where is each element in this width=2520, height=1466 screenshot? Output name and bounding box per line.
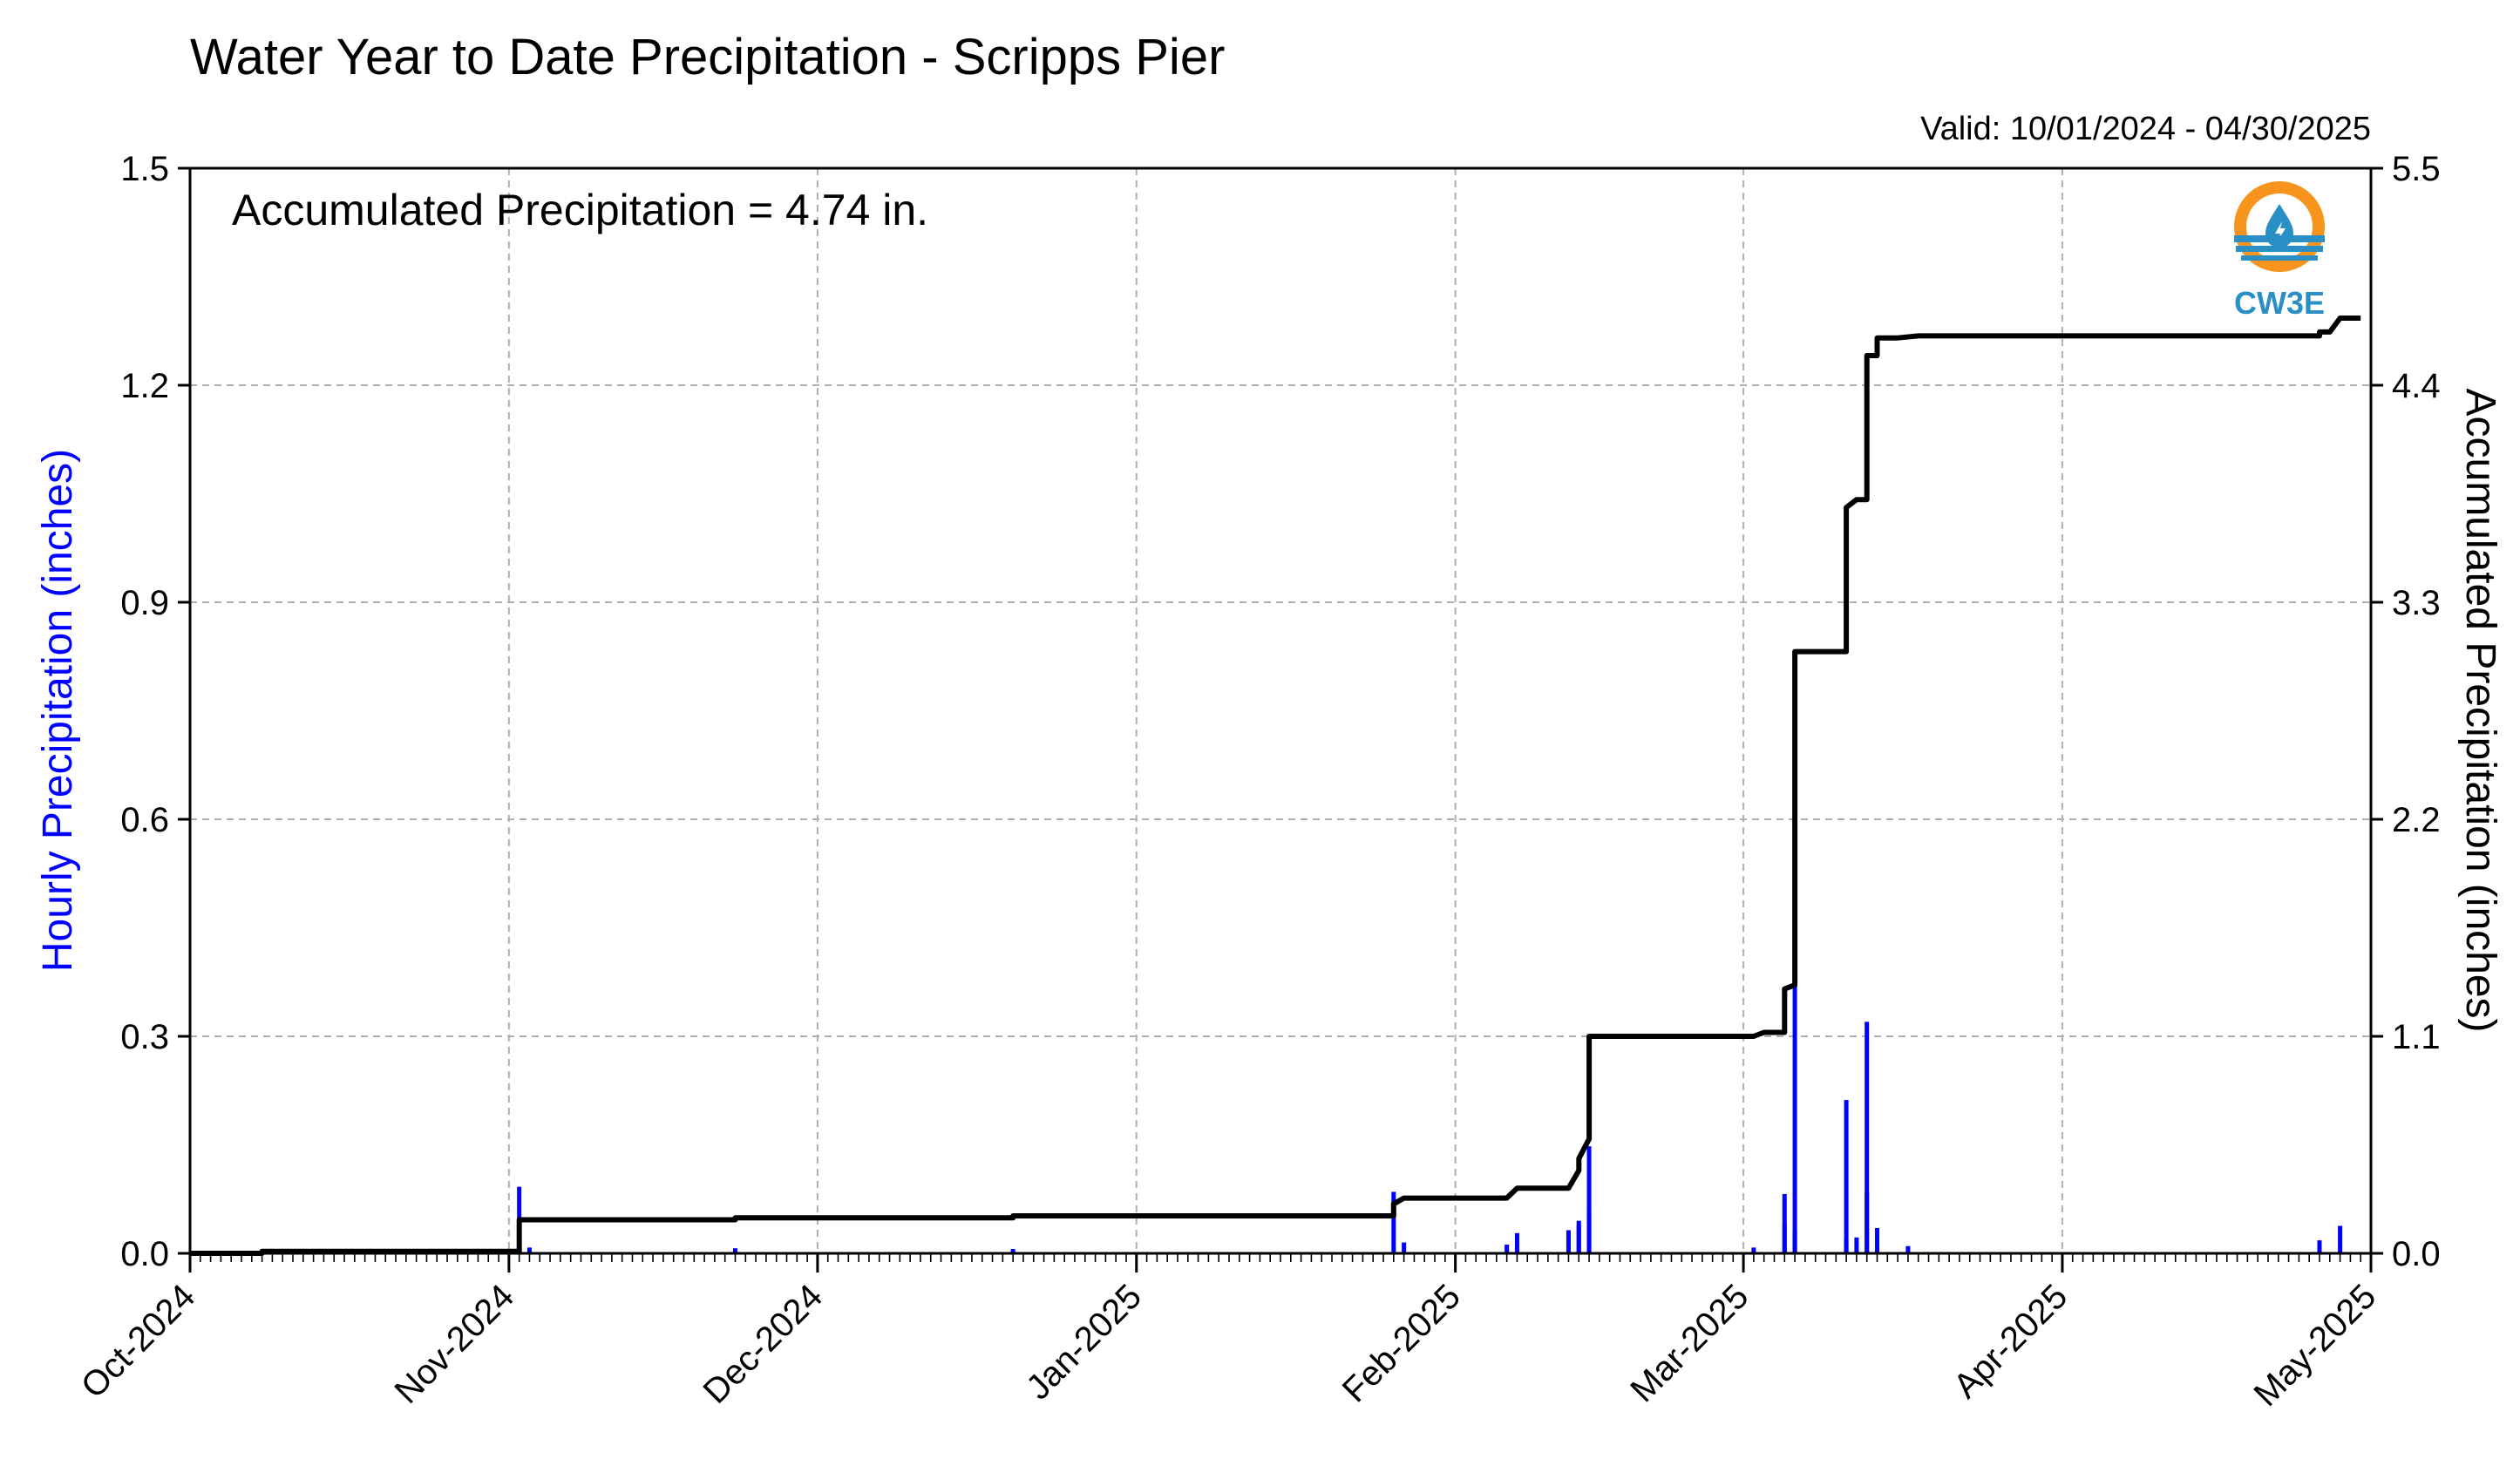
- cw3e-logo: CW3E: [2234, 181, 2325, 321]
- hourly-bar: [1844, 1239, 1849, 1253]
- x-tick-label: Apr-2025: [1946, 1277, 2075, 1405]
- right-y-tick-label: 1.1: [2392, 1018, 2441, 1056]
- logo-wave-2: [2236, 246, 2323, 252]
- hourly-bar: [1905, 1245, 1911, 1253]
- x-tick-label: Mar-2025: [1623, 1277, 1756, 1409]
- valid-range: Valid: 10/01/2024 - 04/30/2025: [1920, 111, 2371, 147]
- x-tick-label: Nov-2024: [387, 1277, 521, 1411]
- accumulated-line: [190, 316, 2361, 1256]
- hourly-bar: [1010, 1249, 1015, 1253]
- hourly-bar: [1792, 1232, 1797, 1253]
- logo-wave-3: [2241, 255, 2318, 261]
- hourly-bar: [1844, 1100, 1849, 1253]
- right-y-tick-label: 3.3: [2392, 584, 2441, 622]
- logo-bolt-icon: [2275, 221, 2286, 242]
- hourly-bar: [1402, 1242, 1407, 1253]
- left-y-tick-label: 1.5: [120, 150, 169, 188]
- accumulated-precip-line: [190, 316, 2361, 1256]
- hourly-bar: [1782, 1224, 1787, 1253]
- grid-lines: [190, 168, 2371, 1253]
- hourly-bar: [1865, 1191, 1870, 1253]
- chart-title: Water Year to Date Precipitation - Scrip…: [190, 29, 1225, 85]
- hourly-bar: [2338, 1225, 2343, 1253]
- right-y-tick-label: 2.2: [2392, 801, 2441, 839]
- hourly-bar: [1875, 1227, 1880, 1253]
- hourly-bar: [2317, 1240, 2322, 1253]
- x-axis: Oct-2024 Nov-2024 Dec-2024 Jan-2025 Feb-2025…: [74, 1253, 2383, 1414]
- logo-wave-1: [2234, 235, 2325, 242]
- hourly-bar: [1782, 1193, 1787, 1253]
- left-axis-label: Hourly Precipitation (inches): [35, 449, 81, 972]
- right-y-tick-label: 5.5: [2392, 150, 2441, 188]
- left-y-tick-label: 0.9: [120, 584, 169, 622]
- x-tick-label: Oct-2024: [74, 1277, 202, 1405]
- x-tick-label: Dec-2024: [696, 1277, 831, 1411]
- hourly-bar: [1586, 1146, 1592, 1253]
- right-y-tick-label: 0.0: [2392, 1235, 2441, 1273]
- hourly-bar: [1792, 984, 1797, 1253]
- right-y-tick-label: 4.4: [2392, 367, 2441, 405]
- x-tick-label: May-2025: [2246, 1277, 2383, 1414]
- left-y-tick-label: 0.0: [120, 1235, 169, 1273]
- hourly-bar: [526, 1247, 532, 1253]
- x-tick-label: Jan-2025: [1019, 1277, 1149, 1407]
- right-axis-label: Accumulated Precipitation (inches): [2457, 388, 2503, 1032]
- right-y-axis: 0.0 1.1 2.2 3.3 4.4 5.5: [2371, 150, 2441, 1273]
- hourly-bar: [1505, 1245, 1510, 1253]
- hourly-bar: [1576, 1220, 1581, 1253]
- hourly-bar: [733, 1248, 737, 1253]
- hourly-bar: [1514, 1232, 1519, 1253]
- plot-area-frame: [188, 166, 2373, 1255]
- hourly-bar: [1586, 1210, 1592, 1253]
- hourly-precip-bars: [260, 984, 2343, 1253]
- left-y-tick-label: 1.2: [120, 367, 169, 405]
- hourly-bar: [1751, 1247, 1756, 1253]
- logo-text: CW3E: [2234, 285, 2325, 321]
- accumulated-annotation: Accumulated Precipitation = 4.74 in.: [232, 186, 928, 234]
- hourly-bar: [1865, 1021, 1870, 1253]
- hourly-bar: [1391, 1191, 1396, 1253]
- x-tick-label: Feb-2025: [1335, 1277, 1468, 1409]
- hourly-bar: [1854, 1237, 1859, 1253]
- left-y-tick-label: 0.3: [120, 1018, 169, 1056]
- hourly-bar: [1566, 1230, 1571, 1253]
- left-y-tick-label: 0.6: [120, 801, 169, 839]
- left-y-axis: 0.0 0.3 0.6 0.9 1.2 1.5: [120, 150, 190, 1273]
